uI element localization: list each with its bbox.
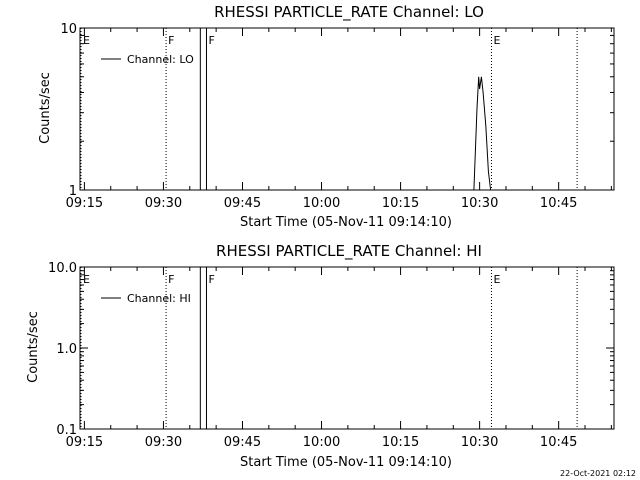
hi-chart-title: RHESSI PARTICLE_RATE Channel: HI bbox=[216, 242, 482, 261]
hi-x-tick-label: 09:45 bbox=[224, 435, 261, 450]
hi-ticks: 09:15 09:30 09:45 10:00 10:15 10:30 10:45 0.1 1.… bbox=[48, 261, 614, 450]
lo-y-axis-label: Counts/sec bbox=[38, 72, 53, 144]
hi-y-tick-label: 0.1 bbox=[56, 423, 77, 438]
lo-plot-frame bbox=[79, 27, 615, 191]
lo-x-tick-label: 09:30 bbox=[145, 196, 182, 211]
hi-x-tick-label: 09:30 bbox=[145, 435, 182, 450]
lo-x-tick-label: 10:15 bbox=[382, 196, 419, 211]
lo-marker-label: E bbox=[83, 34, 90, 47]
hi-channel-panel: RHESSI PARTICLE_RATE Channel: HI Counts/… bbox=[26, 242, 615, 470]
hi-x-tick-label: 10:45 bbox=[540, 435, 577, 450]
lo-series bbox=[473, 76, 492, 191]
hi-marker-label: F bbox=[168, 273, 174, 286]
hi-x-tick-label: 10:00 bbox=[303, 435, 340, 450]
hi-legend: Channel: HI bbox=[101, 292, 191, 305]
hi-marker-label: E bbox=[83, 273, 90, 286]
lo-x-tick-label: 09:45 bbox=[224, 196, 261, 211]
hi-x-axis-label: Start Time (05-Nov-11 09:14:10) bbox=[240, 455, 452, 470]
hi-marker-label: E bbox=[493, 273, 500, 286]
lo-series-line bbox=[473, 76, 492, 191]
hi-y-tick-label: 1.0 bbox=[56, 342, 77, 357]
lo-legend-label: Channel: LO bbox=[127, 53, 194, 66]
hi-y-axis-label: Counts/sec bbox=[26, 311, 41, 383]
lo-x-axis-label: Start Time (05-Nov-11 09:14:10) bbox=[240, 215, 452, 230]
lo-chart-title: RHESSI PARTICLE_RATE Channel: LO bbox=[214, 3, 484, 22]
lo-channel-panel: RHESSI PARTICLE_RATE Channel: LO Counts/… bbox=[38, 3, 615, 230]
hi-x-tick-label: 09:15 bbox=[66, 435, 103, 450]
lo-marker-label: F bbox=[208, 34, 214, 47]
lo-x-tick-label: 10:30 bbox=[461, 196, 498, 211]
hi-x-tick-label: 10:15 bbox=[382, 435, 419, 450]
lo-x-tick-label: 10:00 bbox=[303, 196, 340, 211]
lo-y-tick-label: 1 bbox=[69, 184, 77, 199]
lo-legend: Channel: LO bbox=[101, 53, 194, 66]
lo-marker-label: E bbox=[493, 34, 500, 47]
lo-x-tick-label: 10:45 bbox=[540, 196, 577, 211]
lo-y-tick-label: 10 bbox=[60, 22, 77, 37]
hi-marker-label: F bbox=[208, 273, 214, 286]
hi-legend-label: Channel: HI bbox=[127, 292, 191, 305]
generation-timestamp: 22-Oct-2021 02:12 bbox=[560, 469, 636, 478]
hi-y-tick-label: 10.0 bbox=[48, 261, 77, 276]
lo-marker-label: F bbox=[168, 34, 174, 47]
lo-x-tick-label: 09:15 bbox=[66, 196, 103, 211]
hi-x-tick-label: 10:30 bbox=[461, 435, 498, 450]
lo-ticks: 09:15 09:30 09:45 10:00 10:15 10:30 10:45 1 10 bbox=[60, 22, 614, 211]
